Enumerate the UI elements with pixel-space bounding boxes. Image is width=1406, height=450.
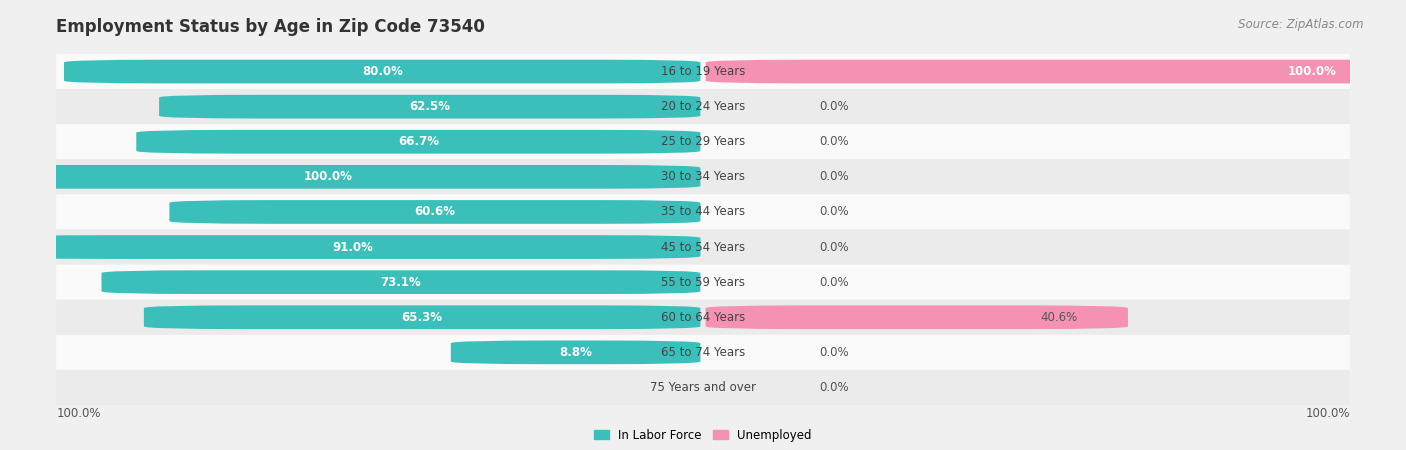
FancyBboxPatch shape [56,265,1350,300]
FancyBboxPatch shape [56,335,1350,370]
Text: 65 to 74 Years: 65 to 74 Years [661,346,745,359]
Text: 35 to 44 Years: 35 to 44 Years [661,206,745,218]
Text: Employment Status by Age in Zip Code 73540: Employment Status by Age in Zip Code 735… [56,18,485,36]
Text: 0.0%: 0.0% [820,206,849,218]
Text: 0.0%: 0.0% [820,171,849,183]
FancyBboxPatch shape [101,270,700,294]
FancyBboxPatch shape [706,306,1128,329]
Text: 66.7%: 66.7% [398,135,439,148]
FancyBboxPatch shape [169,200,700,224]
Text: 55 to 59 Years: 55 to 59 Years [661,276,745,288]
Text: 62.5%: 62.5% [409,100,450,113]
FancyBboxPatch shape [451,341,700,364]
FancyBboxPatch shape [706,60,1406,83]
FancyBboxPatch shape [136,130,700,153]
FancyBboxPatch shape [56,194,1350,230]
FancyBboxPatch shape [56,370,1350,405]
FancyBboxPatch shape [56,159,1350,194]
Text: 25 to 29 Years: 25 to 29 Years [661,135,745,148]
Text: 91.0%: 91.0% [332,241,373,253]
Text: 45 to 54 Years: 45 to 54 Years [661,241,745,253]
FancyBboxPatch shape [0,165,700,189]
Text: 100.0%: 100.0% [1288,65,1337,78]
Text: 60 to 64 Years: 60 to 64 Years [661,311,745,324]
FancyBboxPatch shape [4,235,700,259]
Text: 16 to 19 Years: 16 to 19 Years [661,65,745,78]
Text: Source: ZipAtlas.com: Source: ZipAtlas.com [1239,18,1364,31]
Text: 65.3%: 65.3% [402,311,443,324]
Text: 100.0%: 100.0% [304,171,353,183]
Text: 0.0%: 0.0% [820,135,849,148]
FancyBboxPatch shape [56,54,1350,89]
Text: 73.1%: 73.1% [381,276,422,288]
Text: 0.0%: 0.0% [820,381,849,394]
Text: 30 to 34 Years: 30 to 34 Years [661,171,745,183]
FancyBboxPatch shape [56,124,1350,159]
FancyBboxPatch shape [143,306,700,329]
Text: 100.0%: 100.0% [1305,407,1350,420]
FancyBboxPatch shape [56,300,1350,335]
FancyBboxPatch shape [159,95,700,118]
Text: 0.0%: 0.0% [820,100,849,113]
Text: 20 to 24 Years: 20 to 24 Years [661,100,745,113]
FancyBboxPatch shape [65,60,700,83]
Text: 0.0%: 0.0% [820,346,849,359]
Text: 0.0%: 0.0% [820,241,849,253]
Text: 75 Years and over: 75 Years and over [650,381,756,394]
Text: 60.6%: 60.6% [415,206,456,218]
FancyBboxPatch shape [56,89,1350,124]
Legend: In Labor Force, Unemployed: In Labor Force, Unemployed [595,429,811,442]
Text: 0.0%: 0.0% [820,276,849,288]
Text: 8.8%: 8.8% [560,346,592,359]
Text: 100.0%: 100.0% [56,407,101,420]
FancyBboxPatch shape [56,230,1350,265]
Text: 80.0%: 80.0% [361,65,402,78]
Text: 40.6%: 40.6% [1040,311,1077,324]
